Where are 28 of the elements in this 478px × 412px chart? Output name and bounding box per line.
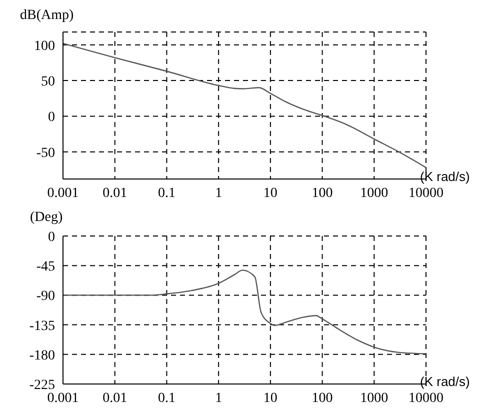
x-tick-label: 0.001 — [47, 390, 79, 406]
x-tick-label: 0.1 — [158, 186, 176, 201]
x-tick-label: 1000 — [360, 186, 388, 201]
x-tick-label: 0.001 — [47, 186, 79, 201]
x-tick-label: 0.1 — [158, 390, 176, 406]
x-tick-label: 10 — [263, 186, 278, 201]
y-axis-title: (Deg) — [30, 210, 63, 226]
x-tick-label: 100 — [312, 186, 333, 201]
x-tick-label: 1 — [215, 186, 222, 201]
x-tick-label: 10 — [263, 390, 278, 406]
x-tick-label: 1000 — [360, 390, 388, 406]
y-tick-label: 0 — [48, 230, 55, 245]
y-tick-label: -225 — [29, 378, 55, 393]
y-tick-label: 0 — [48, 110, 55, 126]
x-tick-label: 10000 — [408, 186, 444, 201]
y-axis-title: dB(Amp) — [20, 8, 74, 24]
y-tick-label: -135 — [29, 318, 55, 334]
y-tick-label: -90 — [36, 289, 55, 304]
y-tick-label: 100 — [34, 38, 55, 54]
x-tick-label: 10000 — [408, 390, 444, 406]
y-tick-label: -50 — [36, 146, 55, 161]
y-tick-label: -45 — [36, 260, 55, 275]
x-tick-label: 1 — [215, 390, 222, 406]
x-tick-label: 0.01 — [102, 186, 128, 201]
y-tick-label: 50 — [41, 74, 55, 90]
y-tick-label: -180 — [29, 348, 55, 364]
x-tick-label: 100 — [312, 390, 333, 406]
x-tick-label: 0.01 — [102, 390, 128, 406]
